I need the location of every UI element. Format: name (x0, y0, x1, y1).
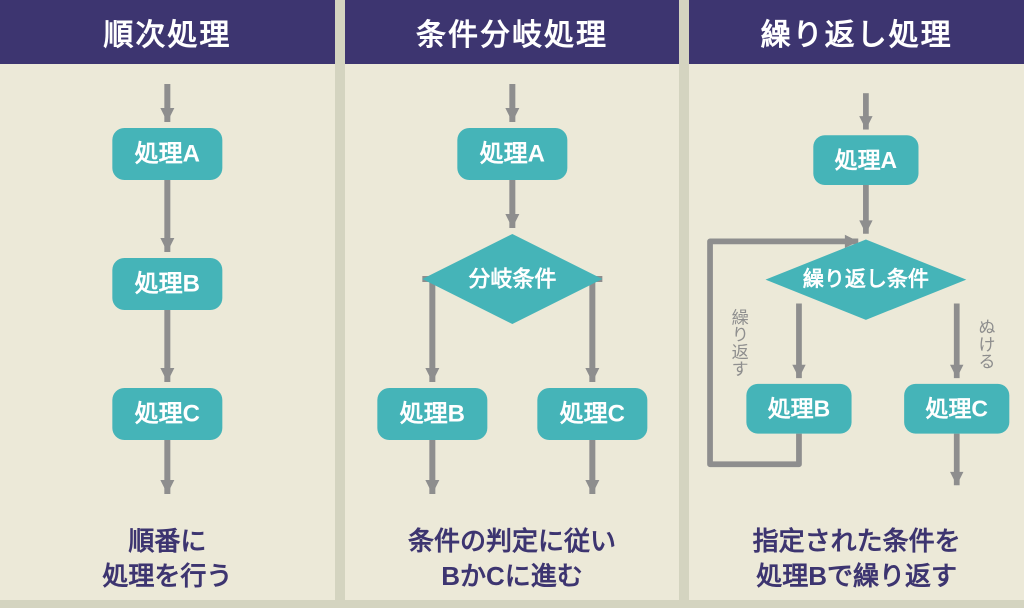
caption-line: 処理を行う (102, 561, 232, 591)
panel-body-loop: 繰り返す ぬける 処理A 繰り返し条件処理B 処理C (689, 64, 1024, 524)
panel-body-branch: 処理A 分岐条件処理B 処理C (345, 64, 680, 524)
caption-line: 処理Bで繰り返す (756, 561, 957, 591)
panel-header-branch: 条件分岐処理 (345, 0, 680, 64)
svg-text:処理B: 処理B (399, 401, 464, 428)
caption-line: 順番に (128, 526, 206, 556)
panel-sequential: 順次処理 処理A 処理B 処理C 順番に 処理を行う (0, 0, 335, 600)
flowchart-branch: 処理A 分岐条件処理B 処理C (345, 64, 680, 524)
panel-loop: 繰り返し処理 繰り返す ぬける 処理A 繰り返し条件処理B 処理C 指定された条件を 処… (689, 0, 1024, 600)
svg-text:処理C: 処理C (926, 396, 988, 422)
svg-text:繰り返し条件: 繰り返し条件 (803, 267, 929, 291)
svg-text:繰り返す: 繰り返す (729, 308, 749, 377)
flowchart-loop: 繰り返す ぬける 処理A 繰り返し条件処理B 処理C (689, 64, 1024, 524)
svg-text:ぬける: ぬける (976, 318, 996, 370)
panel-header-loop: 繰り返し処理 (689, 0, 1024, 64)
svg-text:処理A: 処理A (835, 147, 897, 173)
flowchart-sequential: 処理A 処理B 処理C (0, 64, 335, 524)
svg-text:処理B: 処理B (768, 396, 830, 422)
panel-caption-loop: 指定された条件を 処理Bで繰り返す (689, 524, 1024, 608)
svg-text:処理A: 処理A (135, 141, 200, 168)
caption-line: 条件の判定に従い (408, 526, 616, 556)
svg-text:処理B: 処理B (135, 271, 200, 298)
panel-branch: 条件分岐処理 処理A 分岐条件処理B 処理C 条件の判定に従い BかCに進む (345, 0, 680, 600)
svg-text:処理C: 処理C (559, 401, 624, 428)
caption-line: 指定された条件を (753, 526, 961, 556)
svg-text:処理A: 処理A (479, 141, 544, 168)
panel-header-sequential: 順次処理 (0, 0, 335, 64)
panel-body-sequential: 処理A 処理B 処理C (0, 64, 335, 524)
panel-caption-sequential: 順番に 処理を行う (0, 524, 335, 608)
caption-line: BかCに進む (441, 561, 583, 591)
svg-text:分岐条件: 分岐条件 (468, 267, 556, 292)
panel-caption-branch: 条件の判定に従い BかCに進む (345, 524, 680, 608)
svg-text:処理C: 処理C (135, 401, 200, 428)
